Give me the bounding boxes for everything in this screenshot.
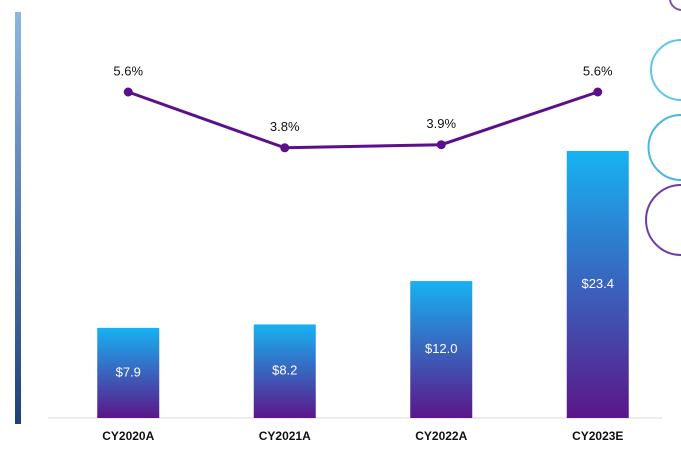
line-point — [280, 143, 290, 153]
bar-label: $12.0 — [425, 341, 458, 356]
x-tick-label: CY2021A — [259, 429, 311, 443]
bar — [253, 324, 316, 418]
bar-label: $8.2 — [272, 363, 297, 378]
line-point — [436, 140, 446, 150]
bar-label: $23.4 — [581, 276, 614, 291]
line — [127, 90, 599, 150]
decor-circles — [645, 0, 681, 256]
bar — [97, 327, 160, 418]
x-tick-label: CY2022A — [415, 429, 467, 443]
x-tick-label: CY2023E — [572, 429, 623, 443]
line-label: 3.8% — [270, 119, 300, 134]
line-label: 5.6% — [113, 63, 143, 78]
line-point — [593, 87, 603, 97]
line-label: 3.9% — [426, 116, 456, 131]
bar-label: $7.9 — [116, 364, 141, 379]
bar — [566, 151, 629, 418]
side-accent — [15, 12, 21, 424]
line-label: 5.6% — [583, 63, 613, 78]
bar — [410, 281, 473, 418]
line-point — [123, 87, 133, 97]
x-tick-label: CY2020A — [102, 429, 154, 443]
